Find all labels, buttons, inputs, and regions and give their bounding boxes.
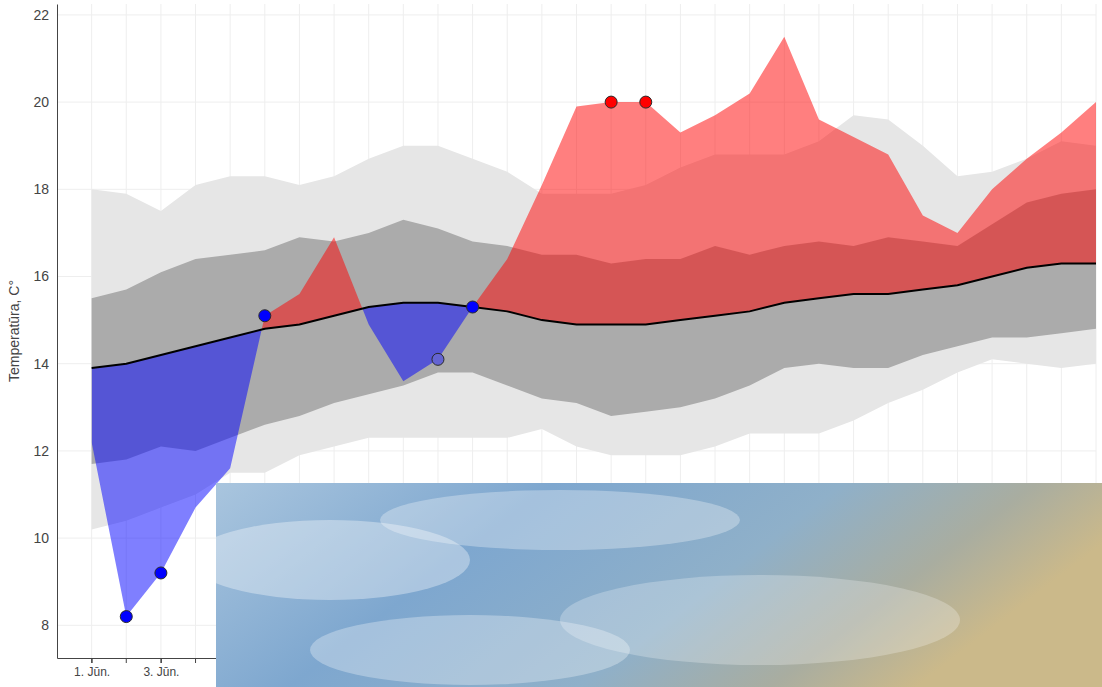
y-axis-title: Temperatūra, C° — [6, 280, 22, 382]
y-tick: 14 — [33, 356, 57, 372]
x-tick: 1. Jūn. — [74, 658, 110, 679]
y-tick-label: 8 — [41, 617, 49, 633]
y-tick: 20 — [33, 94, 57, 110]
marker-point — [467, 301, 479, 313]
x-minor-tick — [126, 658, 127, 663]
marker-point — [640, 96, 652, 108]
y-axis-line — [57, 5, 58, 659]
photo-overlay — [216, 483, 1102, 687]
y-tick: 16 — [33, 268, 57, 284]
x-tick-label: 3. Jūn. — [143, 665, 179, 679]
y-tick: 12 — [33, 443, 57, 459]
x-minor-tick — [195, 658, 196, 663]
y-tick: 22 — [33, 7, 57, 23]
photo-cloud — [310, 615, 630, 685]
y-tick: 10 — [33, 530, 57, 546]
y-tick-label: 20 — [33, 94, 49, 110]
y-axis: 8 10 12 14 16 18 20 22 — [33, 5, 57, 659]
y-tick-label: 10 — [33, 530, 49, 546]
y-tick-label: 16 — [33, 268, 49, 284]
marker-point — [432, 353, 444, 365]
y-tick-label: 14 — [33, 356, 49, 372]
photo-cloud — [380, 490, 740, 550]
y-tick: 18 — [33, 181, 57, 197]
x-tick: 3. Jūn. — [143, 658, 179, 679]
marker-point — [120, 611, 132, 623]
marker-point — [605, 96, 617, 108]
y-tick-label: 22 — [33, 7, 49, 23]
marker-point — [155, 567, 167, 579]
mean-line — [92, 263, 1096, 368]
x-tick-mark — [161, 658, 162, 663]
x-minor-tick — [160, 658, 161, 663]
marker-point — [259, 310, 271, 322]
x-minor-tick — [91, 658, 92, 663]
x-tick-mark — [92, 658, 93, 663]
x-tick-label: 1. Jūn. — [74, 665, 110, 679]
y-tick-label: 12 — [33, 443, 49, 459]
y-tick-label: 18 — [33, 181, 49, 197]
y-tick: 8 — [41, 617, 57, 633]
chart: 8 10 12 14 16 18 20 22 1. Jūn. 3. Jūn. Temperatūra… — [0, 0, 1102, 687]
